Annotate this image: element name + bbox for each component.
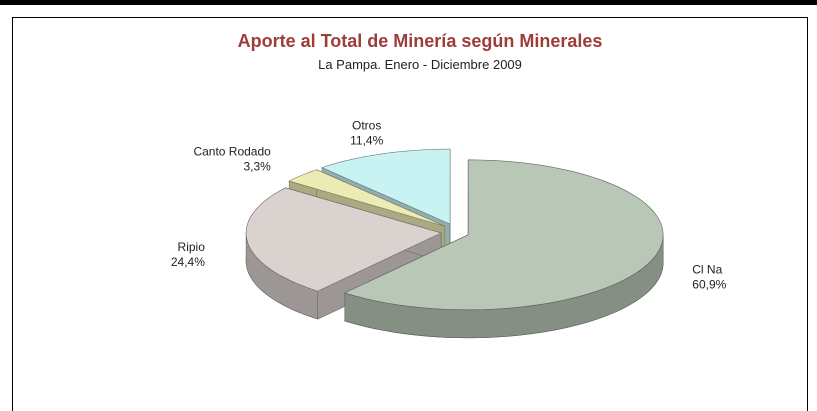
slice-value-label: 60,9% [692, 277, 726, 291]
slice-label: Ripio [178, 240, 206, 254]
pie-slice [343, 159, 664, 339]
chart-subtitle: La Pampa. Enero - Diciembre 2009 [318, 57, 522, 72]
slice-value-label: 11,4% [350, 133, 383, 147]
slice-label: Canto Rodado [193, 144, 271, 158]
slice-top [321, 148, 451, 225]
slice-value-label: 3,3% [243, 159, 271, 173]
pie-slice [245, 187, 442, 320]
slice-top [343, 159, 664, 311]
slice-top [245, 187, 442, 292]
chart-title: Aporte al Total de Minería según Mineral… [238, 31, 603, 51]
slice-value-label: 24,4% [171, 255, 205, 269]
slice-label: Cl Na [692, 262, 722, 276]
slice-top [288, 169, 445, 227]
slice-label: Otros [352, 118, 381, 132]
top-bar [0, 0, 817, 5]
